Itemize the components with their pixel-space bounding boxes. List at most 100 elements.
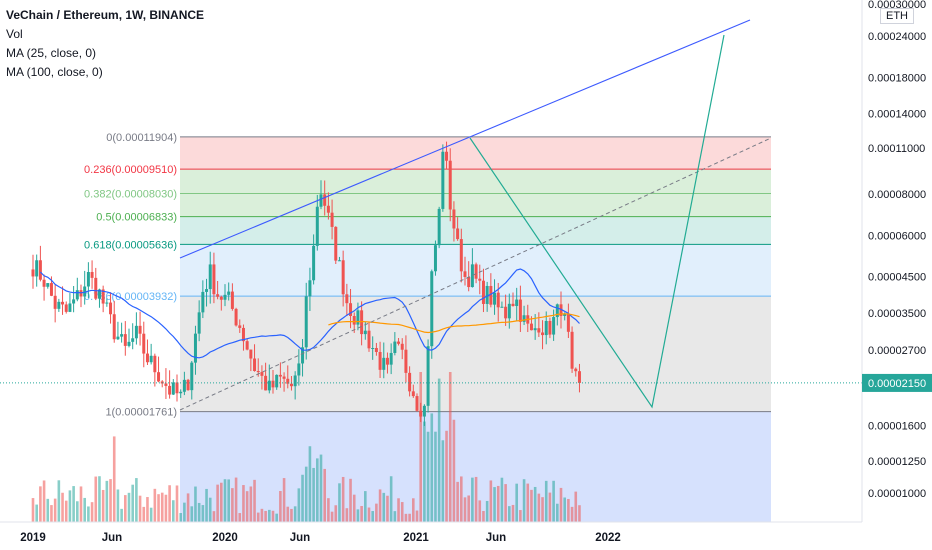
volume-bar xyxy=(157,494,160,522)
candle-body xyxy=(518,299,522,322)
fib-zone xyxy=(180,296,771,412)
volume-bar xyxy=(53,498,57,522)
candle-body xyxy=(179,391,183,394)
symbol-title: VeChain / Ethereum, 1W, BINANCE xyxy=(6,8,205,22)
last-price-badge xyxy=(862,373,932,392)
price-tick-label: 0.00003500 xyxy=(868,308,926,320)
candle-body xyxy=(219,296,223,300)
fib-level-label: 0.382(0.00008030) xyxy=(84,188,177,200)
volume-bar xyxy=(312,467,315,522)
currency-tag[interactable]: ETH xyxy=(880,8,914,24)
candle-body xyxy=(566,313,570,332)
volume-bar xyxy=(101,489,105,522)
candle-body xyxy=(267,380,271,391)
volume-bar xyxy=(367,507,371,522)
candle-body xyxy=(256,371,260,373)
candle-body xyxy=(389,352,393,365)
volume-bar xyxy=(445,430,448,522)
volume-bar xyxy=(537,493,541,522)
candle-body xyxy=(109,302,113,315)
price-tick-label: 0.00030000 xyxy=(868,0,926,11)
volume-bar xyxy=(245,491,249,522)
candle-body xyxy=(537,328,541,333)
volume-bar xyxy=(90,502,94,522)
candle-body xyxy=(456,228,460,240)
legend-ma100[interactable]: MA (100, close, 0) xyxy=(6,65,103,79)
volume-bar xyxy=(430,413,434,522)
volume-bar xyxy=(201,505,205,522)
volume-bar xyxy=(297,488,301,522)
price-tick-label: 0.00001250 xyxy=(868,456,926,468)
volume-bar xyxy=(316,458,319,522)
volume-bar xyxy=(116,489,120,522)
candle-body xyxy=(437,208,441,246)
candle-body xyxy=(574,368,578,372)
volume-bar xyxy=(474,476,478,522)
volume-bar xyxy=(42,480,46,522)
volume-bar xyxy=(437,378,441,522)
volume-bar xyxy=(526,483,530,522)
candle-body xyxy=(275,374,279,388)
price-tick-label: 0.00024000 xyxy=(868,31,926,43)
fib-zone xyxy=(180,193,771,217)
volume-bar xyxy=(308,446,312,522)
last-price-label: 0.00002150 xyxy=(868,378,926,390)
volume-bar xyxy=(567,498,570,522)
volume-bar xyxy=(142,506,146,522)
volume-bar xyxy=(493,487,496,522)
volume-bar xyxy=(282,478,286,522)
volume-bar xyxy=(397,498,400,522)
candle-body xyxy=(112,314,116,340)
volume-bar xyxy=(50,505,53,522)
volume-bar xyxy=(544,480,548,522)
candle-body xyxy=(559,304,563,316)
volume-bar xyxy=(496,485,500,522)
volume-series xyxy=(31,372,581,522)
volume-bar xyxy=(338,483,341,522)
legend-vol[interactable]: Vol xyxy=(6,27,23,41)
volume-bar xyxy=(556,503,559,522)
candle-body xyxy=(116,336,120,340)
candle-body xyxy=(319,194,323,207)
volume-bar xyxy=(552,480,555,522)
candle-body xyxy=(249,349,253,359)
candle-body xyxy=(190,362,194,391)
candle-body xyxy=(478,278,482,281)
volume-bar xyxy=(489,480,493,522)
volume-bar xyxy=(515,483,518,522)
projection-path xyxy=(469,34,725,409)
volume-bar xyxy=(519,510,522,522)
candle-body xyxy=(500,306,504,308)
candle-body xyxy=(577,371,581,383)
candle-body xyxy=(345,294,349,304)
candle-body xyxy=(363,330,367,335)
candle-body xyxy=(282,376,286,379)
candle-body xyxy=(459,239,463,272)
price-tick-label: 0.00018000 xyxy=(868,72,926,84)
volume-bar xyxy=(327,498,330,522)
candle-body xyxy=(411,391,415,397)
candle-body xyxy=(46,283,50,287)
legend-ma25[interactable]: MA (25, close, 0) xyxy=(6,46,97,60)
candle-body xyxy=(507,303,511,319)
volume-bar xyxy=(393,511,397,522)
candle-body xyxy=(127,341,131,346)
candle-body xyxy=(404,349,408,373)
candle-body xyxy=(470,264,474,288)
candle-body xyxy=(175,382,179,394)
candle-body xyxy=(341,260,345,295)
candle-body xyxy=(241,327,245,342)
volume-bar xyxy=(467,495,470,522)
volume-bar xyxy=(98,476,101,522)
candle-body xyxy=(496,292,500,308)
candle-body xyxy=(422,405,426,417)
volume-bar xyxy=(172,500,175,522)
volume-bar xyxy=(268,509,271,522)
volume-bar xyxy=(57,480,61,522)
volume-bar xyxy=(434,431,437,522)
candle-body xyxy=(382,357,386,370)
candle-body xyxy=(153,355,157,373)
volume-bar xyxy=(31,498,35,522)
candle-body xyxy=(293,375,297,387)
